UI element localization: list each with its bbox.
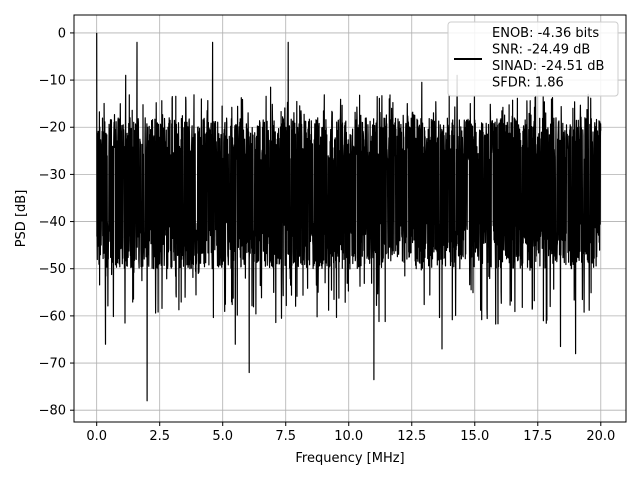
plot-frame <box>73 14 627 423</box>
legend: ENOB: -4.36 bits SNR: -24.49 dB SINAD: -… <box>447 21 619 97</box>
x-tick-label: 12.5 <box>397 429 426 444</box>
y-axis-label: PSD [dB] <box>14 190 29 248</box>
y-tick-label: −60 <box>39 309 66 324</box>
y-tick-label: −10 <box>39 74 66 89</box>
x-tick-label: 2.5 <box>149 429 170 444</box>
legend-line-sinad: SINAD: -24.51 dB <box>492 59 604 74</box>
y-tick-label: −20 <box>39 121 66 136</box>
y-tick-label: −50 <box>39 262 66 277</box>
x-axis: 0.0 2.5 5.0 7.5 10.0 12.5 15.0 17.5 20.0 <box>86 422 615 444</box>
x-tick-label: 10.0 <box>334 429 363 444</box>
y-tick-label: −80 <box>39 404 66 419</box>
y-axis: 0 −10 −20 −30 −40 −50 −60 −70 −80 <box>39 26 74 419</box>
y-tick-label: −30 <box>39 168 66 183</box>
x-tick-label: 20.0 <box>586 429 615 444</box>
x-tick-label: 5.0 <box>212 429 233 444</box>
x-axis-label: Frequency [MHz] <box>295 451 404 466</box>
legend-line-enob: ENOB: -4.36 bits <box>492 26 599 41</box>
x-tick-label: 15.0 <box>460 429 489 444</box>
x-tick-label: 0.0 <box>86 429 107 444</box>
y-tick-label: 0 <box>58 26 66 41</box>
x-tick-label: 17.5 <box>523 429 552 444</box>
x-tick-label: 7.5 <box>275 429 296 444</box>
y-tick-label: −70 <box>39 357 66 372</box>
legend-box <box>447 21 619 97</box>
series-line <box>96 32 602 402</box>
legend-line-sfdr: SFDR: 1.86 <box>492 76 564 91</box>
y-tick-label: −40 <box>39 215 66 230</box>
legend-line-snr: SNR: -24.49 dB <box>492 43 590 58</box>
